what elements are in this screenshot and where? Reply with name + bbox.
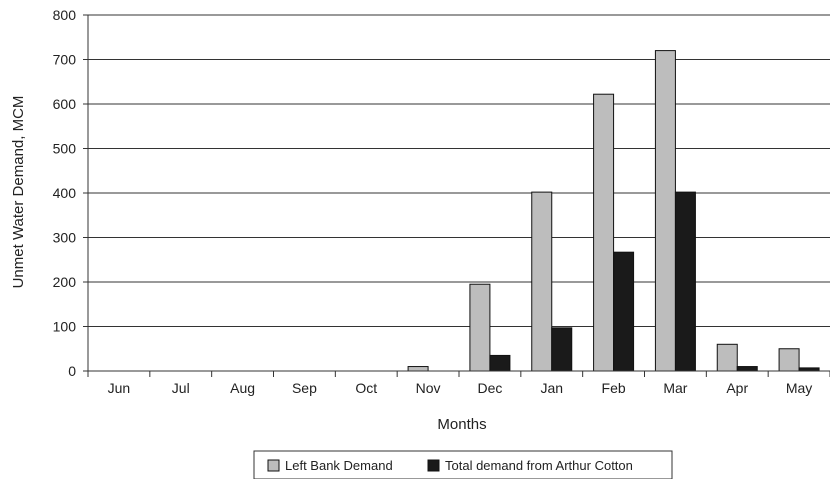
- x-tick-label-may: May: [786, 380, 812, 396]
- x-tick-labels: Jun Jul Aug Sep Oct Nov Dec Jan Feb Mar Apr May: [87, 371, 830, 396]
- bars: [407, 50, 820, 372]
- x-tick-label-nov: Nov: [416, 380, 441, 396]
- x-tick-label-aug: Aug: [230, 380, 255, 396]
- legend-label-left-bank: Left Bank Demand: [285, 458, 393, 473]
- bar-arthur-cotton-mar: [674, 191, 696, 372]
- y-tick-label: 100: [53, 319, 77, 335]
- x-tick-label-jul: Jul: [172, 380, 190, 396]
- legend-swatch-arthur-cotton: [427, 459, 440, 472]
- x-axis-title: Months: [437, 416, 486, 433]
- bar-left-bank-feb: [593, 93, 615, 372]
- y-tick-label: 600: [53, 96, 77, 112]
- bar-arthur-cotton-apr: [736, 366, 758, 372]
- x-tick-label-jan: Jan: [540, 380, 563, 396]
- bar-left-bank-dec: [469, 283, 491, 372]
- bar-arthur-cotton-jan: [551, 327, 573, 372]
- bar-left-bank-mar: [654, 50, 676, 372]
- grid-lines: [88, 14, 830, 327]
- y-tick-label: 500: [53, 141, 77, 157]
- y-tick-label: 0: [68, 363, 76, 379]
- y-axis-title: Unmet Water Demand, MCM: [10, 96, 27, 289]
- bar-left-bank-nov: [407, 366, 429, 372]
- y-tick-label: 700: [53, 52, 77, 68]
- y-tick-label: 300: [53, 230, 77, 246]
- x-tick-label-jun: Jun: [108, 380, 131, 396]
- bar-left-bank-jan: [531, 191, 553, 372]
- x-tick-label-oct: Oct: [355, 380, 377, 396]
- x-tick-label-apr: Apr: [726, 380, 748, 396]
- legend-swatch-left-bank: [267, 459, 280, 472]
- bar-left-bank-apr: [716, 343, 738, 372]
- y-tick-label: 400: [53, 185, 77, 201]
- bar-arthur-cotton-feb: [613, 251, 635, 372]
- x-tick-label-mar: Mar: [663, 380, 687, 396]
- legend-box: [253, 450, 673, 479]
- y-tick-label: 200: [53, 274, 77, 290]
- x-tick-label-sep: Sep: [292, 380, 317, 396]
- y-tick-labels: 0 100 200 300 400 500 600 700 800: [53, 7, 88, 379]
- legend-label-arthur-cotton: Total demand from Arthur Cotton: [445, 458, 633, 473]
- bar-arthur-cotton-dec: [489, 354, 511, 372]
- x-tick-label-feb: Feb: [602, 380, 626, 396]
- x-tick-label-dec: Dec: [477, 380, 502, 396]
- y-tick-label: 800: [53, 7, 77, 23]
- legend: Left Bank Demand Total demand from Arthur…: [253, 450, 673, 479]
- bar-left-bank-may: [778, 348, 800, 372]
